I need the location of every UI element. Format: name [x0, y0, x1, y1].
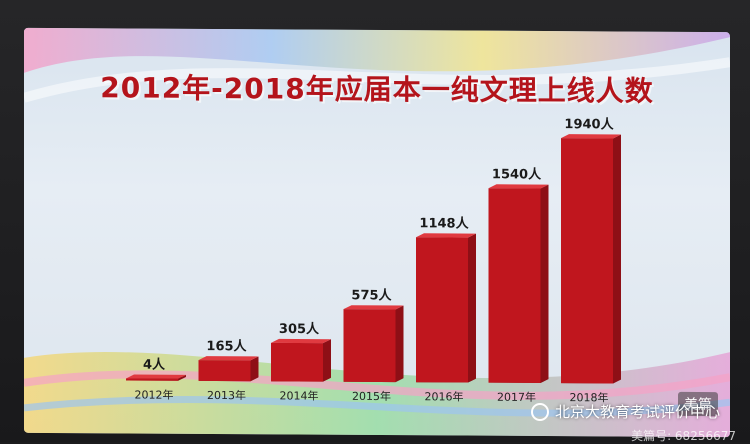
bar-side	[395, 305, 404, 383]
bar-top	[488, 184, 549, 189]
bar	[561, 138, 613, 384]
bar-side	[613, 134, 621, 384]
presentation-screen: 2012年-2018年应届本一纯文理上线人数 4人 2012年 165人 2013年 3…	[24, 27, 730, 438]
data-label: 1540人	[492, 166, 542, 182]
bar-side	[250, 356, 259, 382]
bar-top	[343, 305, 404, 310]
data-label: 4人	[143, 357, 166, 373]
bar-top	[126, 374, 186, 379]
bar	[416, 237, 468, 383]
category-label: 2018年	[570, 390, 609, 404]
category-label: 2014年	[280, 388, 319, 402]
bar	[126, 378, 178, 381]
bar-top	[271, 338, 331, 344]
bar-top	[561, 134, 621, 139]
data-label: 1148人	[419, 215, 469, 231]
category-label: 2015年	[352, 389, 391, 403]
watermark: 北京大教育考试评价中心	[530, 401, 720, 422]
data-label: 165人	[206, 338, 247, 354]
bar	[271, 342, 323, 382]
bar-top	[198, 356, 259, 361]
data-label: 1940人	[564, 116, 614, 132]
category-label: 2013年	[207, 388, 246, 402]
bar-side	[468, 233, 476, 383]
bar-side	[178, 374, 186, 381]
bar	[343, 309, 396, 383]
category-label: 2012年	[135, 388, 174, 402]
category-label: 2016年	[425, 389, 464, 403]
data-label: 575人	[351, 287, 392, 303]
bar-side	[540, 184, 549, 383]
category-label: 2017年	[497, 390, 536, 404]
bar-side	[323, 339, 331, 382]
bar-chart: 4人 2012年 165人 2013年 305人 2014年 575人 2015年 1148人 2…	[126, 116, 621, 404]
bar	[198, 360, 251, 382]
data-label: 305人	[279, 321, 320, 337]
watermark-text: 北京大教育考试评价中心	[554, 403, 720, 421]
wechat-icon	[530, 402, 549, 421]
bar	[488, 188, 541, 383]
watermark-sub: 美篇号: 68256677	[631, 429, 736, 443]
bar-top	[416, 233, 476, 238]
